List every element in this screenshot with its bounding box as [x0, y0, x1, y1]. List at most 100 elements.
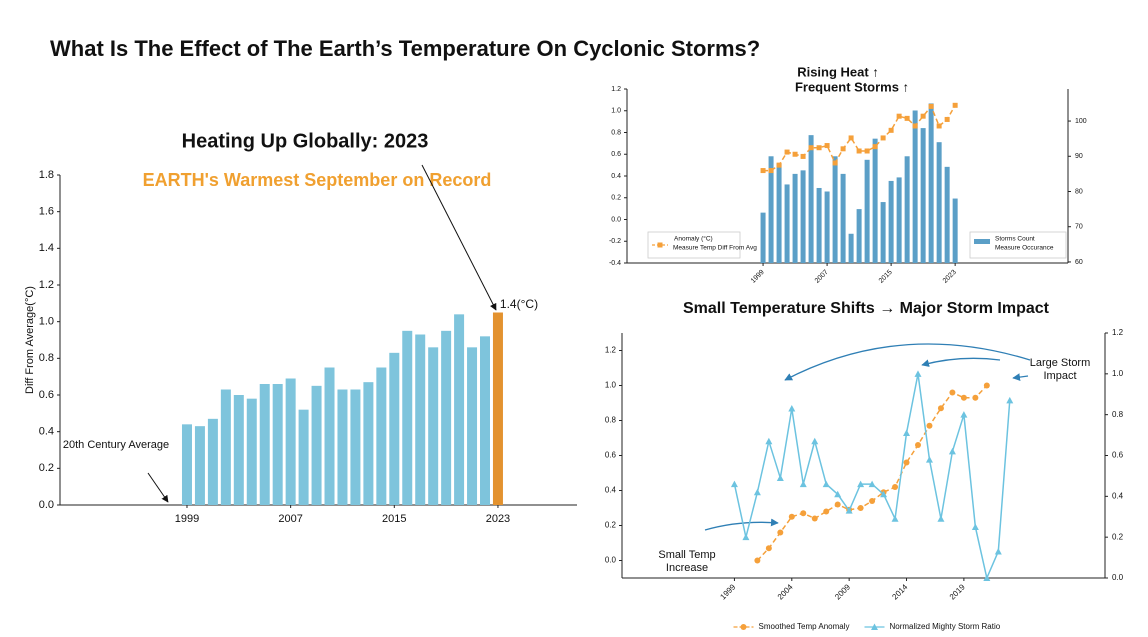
y-tick-label: 0.0: [611, 216, 621, 223]
annotation-arrow: [421, 164, 497, 311]
bar: [311, 385, 322, 505]
bar: [272, 384, 283, 505]
y2-tick-label: 1.2: [1112, 328, 1124, 337]
bar: [233, 395, 244, 505]
annotation-arrow: [147, 472, 169, 503]
bar: [864, 159, 870, 263]
marker: [784, 149, 790, 155]
marker: [799, 480, 807, 488]
annotation-arrow: [784, 343, 1031, 381]
marker: [824, 143, 830, 149]
x-tick-label: 1999: [175, 513, 199, 525]
marker: [753, 488, 761, 496]
legend-box: [969, 231, 1067, 259]
bar: [194, 426, 205, 505]
marker: [926, 422, 933, 429]
y-tick-label: -0.2: [609, 238, 621, 245]
marker: [896, 113, 902, 119]
marker: [730, 480, 738, 488]
marker: [788, 405, 796, 412]
y-tick-label: 0.2: [39, 462, 54, 474]
marker: [960, 411, 968, 418]
marker: [972, 394, 979, 401]
bar: [784, 184, 790, 263]
bar: [808, 135, 814, 263]
marker: [928, 103, 934, 109]
bar: [492, 312, 503, 505]
marker: [777, 529, 784, 536]
x-tick-label: 2015: [382, 513, 406, 525]
marker: [914, 370, 922, 377]
marker: [811, 437, 819, 445]
marker: [983, 382, 990, 389]
annotation: 1.4(°C): [500, 297, 538, 311]
legend-label: Normalized Mighty Storm Ratio: [890, 622, 1001, 631]
bar: [792, 173, 798, 263]
bar: [480, 336, 491, 505]
y2-tick-label: 60: [1075, 259, 1083, 266]
bar: [816, 187, 822, 263]
bar: [904, 156, 910, 263]
bar: [832, 156, 838, 263]
legend-label: Measure Temp Diff From Avg: [673, 245, 757, 252]
y2-tick-label: 0.4: [1112, 491, 1124, 500]
legend-label: Measure Occurance: [995, 245, 1054, 252]
y2-tick-label: 0.0: [1112, 573, 1124, 582]
y-tick-label: 1.4: [39, 242, 54, 254]
bar: [928, 103, 934, 264]
marker: [864, 148, 870, 154]
bar: [936, 142, 942, 263]
bar: [912, 110, 918, 263]
marker: [800, 153, 806, 159]
marker: [914, 442, 921, 448]
marker: [834, 490, 842, 498]
chart-title: Frequent Storms ↑: [795, 79, 909, 94]
marker: [920, 113, 926, 119]
marker: [832, 160, 838, 166]
marker: [903, 429, 911, 437]
slide-title: What Is The Effect of The Earth’s Temper…: [50, 36, 760, 61]
y-tick-label: -0.4: [609, 260, 621, 267]
marker: [857, 480, 865, 488]
bar: [259, 384, 270, 505]
annotation: Small Temp: [658, 549, 715, 561]
marker: [869, 498, 876, 504]
y-tick-label: 0.0: [39, 499, 54, 511]
marker: [872, 144, 878, 150]
bar: [760, 212, 766, 263]
bar: [888, 180, 894, 263]
marker: [983, 574, 991, 581]
y-tick-label: 1.0: [605, 381, 617, 390]
chart-subtitle: EARTH's Warmest September on Record: [143, 170, 492, 190]
y-tick-label: 1.2: [605, 346, 617, 355]
marker: [754, 557, 761, 564]
y-tick-label: 1.0: [39, 316, 54, 328]
marker: [856, 148, 862, 154]
bar: [856, 209, 862, 263]
legend-title: Storms Count: [995, 236, 1035, 243]
bar: [768, 156, 774, 263]
marker: [823, 508, 830, 515]
marker: [937, 515, 945, 522]
legend-label: Smoothed Temp Anomaly: [759, 622, 850, 631]
y2-tick-label: 100: [1075, 118, 1087, 125]
marker: [776, 474, 784, 481]
bar: [363, 382, 374, 505]
y-tick-label: 0.4: [39, 426, 54, 438]
annotation: Increase: [666, 562, 708, 574]
y2-tick-label: 0.2: [1112, 532, 1124, 541]
marker: [971, 523, 979, 530]
bar: [337, 389, 348, 505]
marker: [949, 389, 956, 396]
marker: [868, 480, 876, 488]
bar: [376, 367, 387, 505]
marker: [960, 394, 967, 401]
marker: [936, 123, 942, 129]
y-tick-label: 0.0: [605, 556, 617, 565]
marker: [808, 145, 814, 151]
bar: [952, 198, 958, 263]
bar: [824, 191, 830, 263]
bar: [402, 330, 413, 505]
marker: [768, 168, 774, 174]
